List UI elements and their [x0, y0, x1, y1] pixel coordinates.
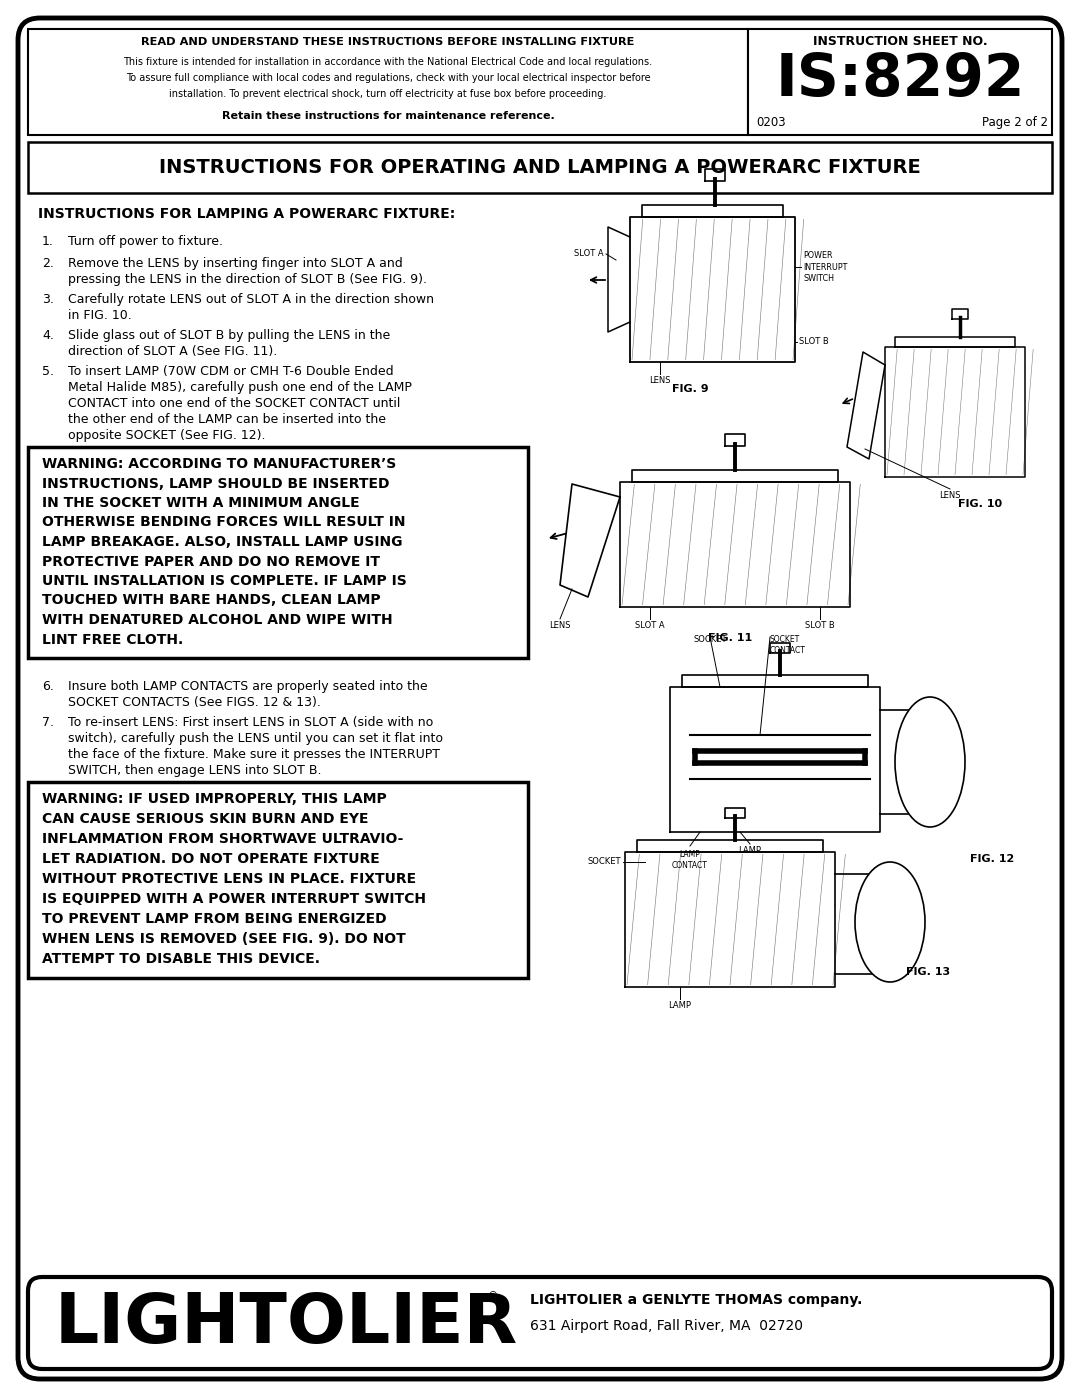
FancyBboxPatch shape — [18, 18, 1062, 1379]
Text: READ AND UNDERSTAND THESE INSTRUCTIONS BEFORE INSTALLING FIXTURE: READ AND UNDERSTAND THESE INSTRUCTIONS B… — [141, 36, 635, 47]
Text: WHEN LENS IS REMOVED (SEE FIG. 9). DO NOT: WHEN LENS IS REMOVED (SEE FIG. 9). DO NO… — [42, 932, 406, 946]
Text: PROTECTIVE PAPER AND DO NO REMOVE IT: PROTECTIVE PAPER AND DO NO REMOVE IT — [42, 555, 380, 569]
Text: FIG. 13: FIG. 13 — [906, 967, 950, 977]
Text: Retain these instructions for maintenance reference.: Retain these instructions for maintenanc… — [221, 110, 554, 122]
Text: the face of the fixture. Make sure it presses the INTERRUPT: the face of the fixture. Make sure it pr… — [68, 747, 440, 761]
Text: 3.: 3. — [42, 293, 54, 306]
Text: IS:8292: IS:8292 — [775, 52, 1025, 108]
Text: WARNING: IF USED IMPROPERLY, THIS LAMP: WARNING: IF USED IMPROPERLY, THIS LAMP — [42, 792, 387, 806]
Text: LIGHTOLIER a GENLYTE THOMAS company.: LIGHTOLIER a GENLYTE THOMAS company. — [530, 1294, 862, 1308]
Bar — [28, 142, 1052, 193]
Text: switch), carefully push the LENS until you can set it flat into: switch), carefully push the LENS until y… — [68, 732, 443, 745]
Text: 2.: 2. — [42, 257, 54, 270]
Text: OTHERWISE BENDING FORCES WILL RESULT IN: OTHERWISE BENDING FORCES WILL RESULT IN — [42, 515, 405, 529]
Text: WARNING: ACCORDING TO MANUFACTURER’S: WARNING: ACCORDING TO MANUFACTURER’S — [42, 457, 396, 471]
Bar — [28, 447, 528, 658]
Text: CONTACT into one end of the SOCKET CONTACT until: CONTACT into one end of the SOCKET CONTA… — [68, 397, 401, 409]
Text: This fixture is intended for installation in accordance with the National Electr: This fixture is intended for installatio… — [123, 57, 652, 67]
Text: LIGHTOLIER: LIGHTOLIER — [55, 1289, 518, 1356]
Text: Metal Halide M85), carefully push one end of the LAMP: Metal Halide M85), carefully push one en… — [68, 381, 411, 394]
Text: TOUCHED WITH BARE HANDS, CLEAN LAMP: TOUCHED WITH BARE HANDS, CLEAN LAMP — [42, 594, 380, 608]
Ellipse shape — [855, 862, 924, 982]
Bar — [748, 29, 1052, 136]
Text: INSTRUCTIONS, LAMP SHOULD BE INSERTED: INSTRUCTIONS, LAMP SHOULD BE INSERTED — [42, 476, 390, 490]
Text: LAMP: LAMP — [739, 847, 761, 855]
Text: WITHOUT PROTECTIVE LENS IN PLACE. FIXTURE: WITHOUT PROTECTIVE LENS IN PLACE. FIXTUR… — [42, 872, 416, 886]
Text: 4.: 4. — [42, 330, 54, 342]
Text: LAMP BREAKAGE. ALSO, INSTALL LAMP USING: LAMP BREAKAGE. ALSO, INSTALL LAMP USING — [42, 535, 403, 549]
Text: INSTRUCTIONS FOR OPERATING AND LAMPING A POWERARC FIXTURE: INSTRUCTIONS FOR OPERATING AND LAMPING A… — [159, 158, 921, 177]
Text: SOCKET: SOCKET — [588, 858, 621, 866]
Text: 7.: 7. — [42, 717, 54, 729]
Bar — [28, 782, 528, 978]
Text: pressing the LENS in the direction of SLOT B (See FIG. 9).: pressing the LENS in the direction of SL… — [68, 272, 427, 286]
Text: 631 Airport Road, Fall River, MA  02720: 631 Airport Road, Fall River, MA 02720 — [530, 1319, 804, 1333]
Text: FIG. 12: FIG. 12 — [970, 854, 1014, 863]
Text: Turn off power to fixture.: Turn off power to fixture. — [68, 235, 222, 249]
Text: in FIG. 10.: in FIG. 10. — [68, 309, 132, 321]
Text: LET RADIATION. DO NOT OPERATE FIXTURE: LET RADIATION. DO NOT OPERATE FIXTURE — [42, 852, 380, 866]
Text: LENS: LENS — [649, 376, 671, 386]
Ellipse shape — [895, 697, 966, 827]
Text: IN THE SOCKET WITH A MINIMUM ANGLE: IN THE SOCKET WITH A MINIMUM ANGLE — [42, 496, 360, 510]
Text: opposite SOCKET (See FIG. 12).: opposite SOCKET (See FIG. 12). — [68, 429, 266, 441]
Text: Carefully rotate LENS out of SLOT A in the direction shown: Carefully rotate LENS out of SLOT A in t… — [68, 293, 434, 306]
Text: SLOT B: SLOT B — [799, 338, 828, 346]
Text: SLOT B: SLOT B — [805, 622, 835, 630]
Text: 0203: 0203 — [756, 116, 785, 129]
Text: installation. To prevent electrical shock, turn off electricity at fuse box befo: installation. To prevent electrical shoc… — [170, 89, 607, 99]
Text: SLOT A: SLOT A — [575, 250, 604, 258]
Text: SOCKET CONTACTS (See FIGS. 12 & 13).: SOCKET CONTACTS (See FIGS. 12 & 13). — [68, 696, 321, 710]
Text: To assure full compliance with local codes and regulations, check with your loca: To assure full compliance with local cod… — [125, 73, 650, 82]
Text: UNTIL INSTALLATION IS COMPLETE. IF LAMP IS: UNTIL INSTALLATION IS COMPLETE. IF LAMP … — [42, 574, 407, 588]
Text: 5.: 5. — [42, 365, 54, 379]
Text: LENS: LENS — [940, 490, 961, 500]
Text: Remove the LENS by inserting finger into SLOT A and: Remove the LENS by inserting finger into… — [68, 257, 403, 270]
Text: SOCKET: SOCKET — [693, 636, 727, 644]
Text: TO PREVENT LAMP FROM BEING ENERGIZED: TO PREVENT LAMP FROM BEING ENERGIZED — [42, 912, 387, 926]
Text: ATTEMPT TO DISABLE THIS DEVICE.: ATTEMPT TO DISABLE THIS DEVICE. — [42, 951, 320, 965]
Text: Insure both LAMP CONTACTS are properly seated into the: Insure both LAMP CONTACTS are properly s… — [68, 680, 428, 693]
Bar — [28, 29, 748, 136]
Text: To insert LAMP (70W CDM or CMH T-6 Double Ended: To insert LAMP (70W CDM or CMH T-6 Doubl… — [68, 365, 393, 379]
Text: INFLAMMATION FROM SHORTWAVE ULTRAVIO-: INFLAMMATION FROM SHORTWAVE ULTRAVIO- — [42, 833, 403, 847]
Text: direction of SLOT A (See FIG. 11).: direction of SLOT A (See FIG. 11). — [68, 345, 278, 358]
Text: LAMP: LAMP — [669, 1002, 691, 1010]
Text: INSTRUCTION SHEET NO.: INSTRUCTION SHEET NO. — [812, 35, 987, 47]
Text: To re-insert LENS: First insert LENS in SLOT A (side with no: To re-insert LENS: First insert LENS in … — [68, 717, 433, 729]
Text: the other end of the LAMP can be inserted into the: the other end of the LAMP can be inserte… — [68, 414, 386, 426]
Text: Slide glass out of SLOT B by pulling the LENS in the: Slide glass out of SLOT B by pulling the… — [68, 330, 390, 342]
Text: INSTRUCTIONS FOR LAMPING A POWERARC FIXTURE:: INSTRUCTIONS FOR LAMPING A POWERARC FIXT… — [38, 207, 456, 221]
Text: LINT FREE CLOTH.: LINT FREE CLOTH. — [42, 633, 184, 647]
Text: Page 2 of 2: Page 2 of 2 — [982, 116, 1048, 129]
Text: POWER
INTERRUPT
SWITCH: POWER INTERRUPT SWITCH — [804, 251, 848, 282]
Text: 1.: 1. — [42, 235, 54, 249]
Text: FIG. 11: FIG. 11 — [707, 633, 752, 643]
Text: IS EQUIPPED WITH A POWER INTERRUPT SWITCH: IS EQUIPPED WITH A POWER INTERRUPT SWITC… — [42, 893, 426, 907]
Text: ®: ® — [488, 1291, 498, 1301]
Text: LAMP
CONTACT: LAMP CONTACT — [672, 849, 707, 870]
Text: CAN CAUSE SERIOUS SKIN BURN AND EYE: CAN CAUSE SERIOUS SKIN BURN AND EYE — [42, 812, 368, 826]
Text: FIG. 10: FIG. 10 — [958, 499, 1002, 509]
Text: SWITCH, then engage LENS into SLOT B.: SWITCH, then engage LENS into SLOT B. — [68, 764, 322, 777]
Text: 6.: 6. — [42, 680, 54, 693]
Text: LENS: LENS — [550, 622, 570, 630]
FancyBboxPatch shape — [28, 1277, 1052, 1369]
Text: SOCKET
CONTACT: SOCKET CONTACT — [770, 636, 806, 655]
Text: WITH DENATURED ALCOHOL AND WIPE WITH: WITH DENATURED ALCOHOL AND WIPE WITH — [42, 613, 393, 627]
Text: SLOT A: SLOT A — [635, 622, 665, 630]
Text: FIG. 9: FIG. 9 — [672, 384, 708, 394]
